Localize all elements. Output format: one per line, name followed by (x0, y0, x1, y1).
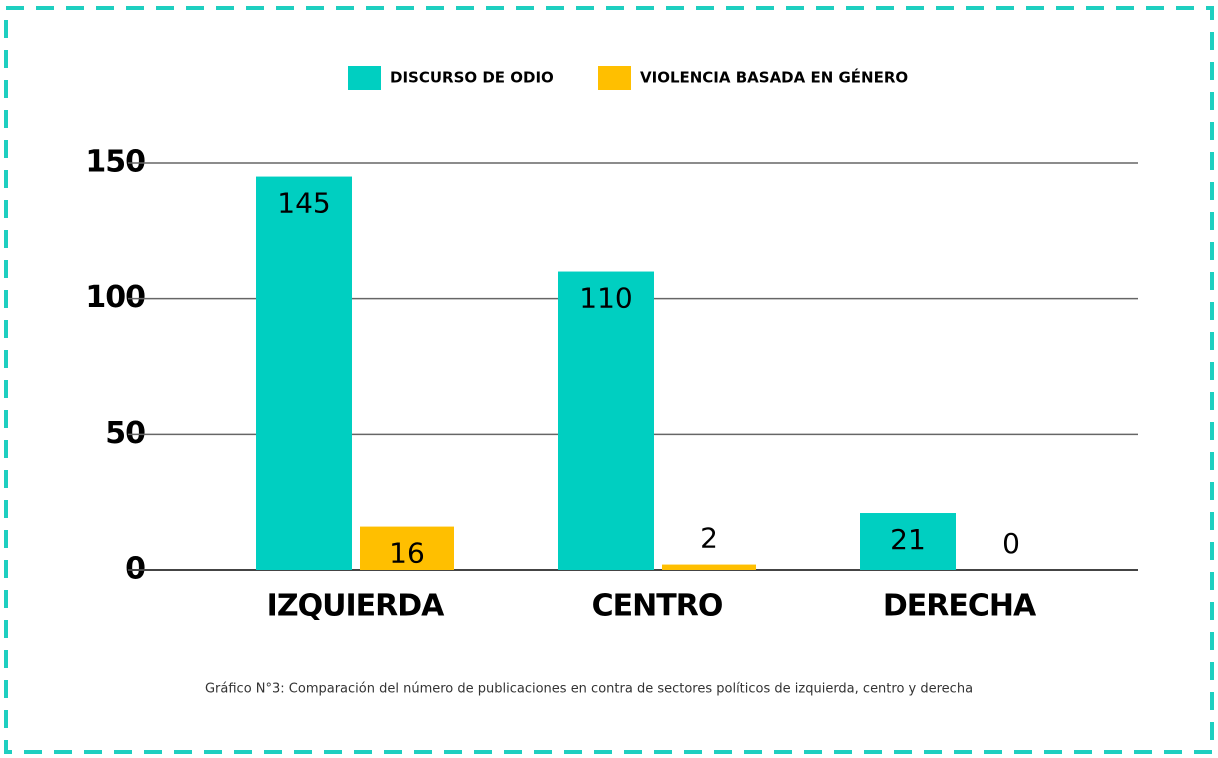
bar (860, 513, 956, 570)
bar (662, 564, 756, 570)
legend-label: DISCURSO DE ODIO (390, 69, 554, 87)
y-tick-label: 50 (105, 416, 145, 451)
value-label: 110 (579, 282, 632, 315)
y-tick-label: 150 (85, 145, 145, 180)
bar (558, 271, 654, 570)
y-tick-label: 100 (85, 280, 145, 315)
frame (4, 6, 1214, 754)
value-label: 2 (700, 522, 718, 555)
value-label: 16 (389, 537, 425, 570)
value-label: 145 (277, 187, 330, 220)
bar (256, 176, 352, 571)
value-label: 21 (890, 523, 926, 556)
x-tick-label: DERECHA (883, 589, 1037, 624)
caption: Gráfico N°3: Comparación del número de p… (205, 682, 973, 697)
legend-label: VIOLENCIA BASADA EN GÉNERO (640, 68, 908, 87)
value-label: 0 (1002, 527, 1020, 560)
legend-swatch (348, 66, 381, 90)
x-tick-label: IZQUIERDA (267, 589, 445, 624)
legend-swatch (598, 66, 631, 90)
x-tick-label: CENTRO (592, 589, 723, 624)
bar (360, 526, 454, 570)
